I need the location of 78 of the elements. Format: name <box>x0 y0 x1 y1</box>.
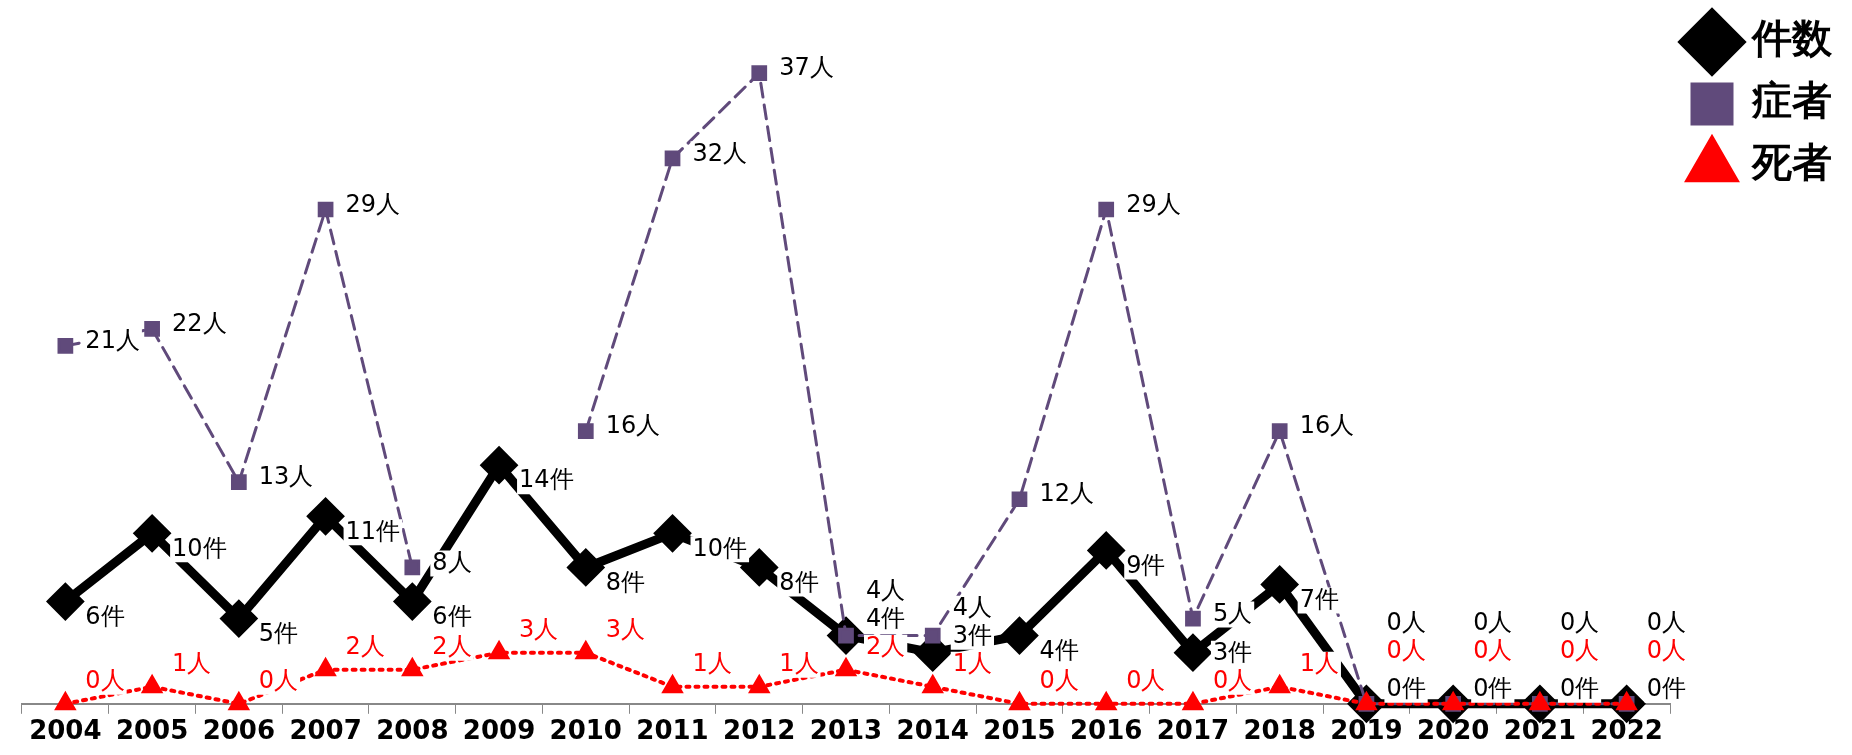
data-label: 0人 <box>85 666 125 695</box>
data-label: 3件 <box>952 620 993 649</box>
x-tick-label: 2004 <box>29 715 102 746</box>
data-label: 6件 <box>85 601 125 630</box>
x-tick-label: 2011 <box>636 715 709 746</box>
data-label: 22人 <box>172 309 227 338</box>
data-label: 0人 <box>258 666 299 695</box>
x-tick-label: 2020 <box>1416 715 1490 746</box>
data-label: 4人 <box>952 592 993 621</box>
data-label: 10件 <box>172 533 227 562</box>
data-label: 16人 <box>1299 411 1355 440</box>
x-tick-label: 2012 <box>723 715 796 746</box>
data-label: 0人 <box>1646 608 1686 637</box>
data-label: 3人 <box>605 614 646 643</box>
x-tick-label: 2005 <box>115 715 189 746</box>
data-label: 21人 <box>85 326 140 355</box>
data-label: 0人 <box>1646 636 1686 665</box>
data-label: 13人 <box>258 462 314 491</box>
data-label: 0人 <box>1126 666 1166 695</box>
data-label: 37人 <box>779 53 834 82</box>
x-tick-label: 2019 <box>1330 715 1403 746</box>
data-label: 3件 <box>1212 638 1253 667</box>
legend-label: 症者 <box>1751 77 1832 124</box>
legend-label: 死者 <box>1751 139 1832 186</box>
x-tick-label: 2021 <box>1503 715 1577 746</box>
x-tick-label: 2010 <box>549 715 622 746</box>
data-label: 8件 <box>779 567 819 596</box>
data-label: 0人 <box>1473 608 1513 637</box>
data-label: 0人 <box>1386 608 1426 637</box>
data-label: 2人 <box>345 631 385 660</box>
data-label: 4件 <box>866 603 906 632</box>
data-label: 5人 <box>1212 598 1253 627</box>
data-label: 0件 <box>1386 674 1426 703</box>
data-label: 3人 <box>519 614 559 643</box>
x-tick-label: 2009 <box>462 715 536 746</box>
data-label: 0件 <box>1559 674 1600 703</box>
data-label: 2人 <box>866 631 906 660</box>
data-label: 14件 <box>519 465 574 494</box>
data-label: 5件 <box>258 618 299 647</box>
legend-label: 件数 <box>1750 15 1833 62</box>
x-tick-label: 2016 <box>1070 715 1143 746</box>
x-tick-label: 2007 <box>289 715 362 746</box>
data-label: 0人 <box>1386 636 1426 665</box>
data-label: 0人 <box>1559 636 1600 665</box>
data-label: 0人 <box>1212 666 1253 695</box>
data-label: 0人 <box>1559 608 1600 637</box>
data-label: 0人 <box>1473 636 1513 665</box>
data-label: 29人 <box>345 189 401 218</box>
data-label: 8人 <box>432 547 472 576</box>
x-tick-label: 2013 <box>809 715 883 746</box>
data-label: 32人 <box>692 138 748 167</box>
data-label: 29人 <box>1126 189 1181 218</box>
data-label: 1人 <box>779 648 819 677</box>
data-label: 1人 <box>1299 648 1339 677</box>
x-tick-label: 2017 <box>1156 715 1230 746</box>
data-label: 2人 <box>432 631 472 660</box>
x-tick-label: 2006 <box>202 715 276 746</box>
data-label: 0件 <box>1646 674 1686 703</box>
data-label: 12人 <box>1039 479 1095 508</box>
data-label: 0人 <box>1039 666 1079 695</box>
data-label: 11件 <box>345 516 401 545</box>
data-label: 16人 <box>605 411 661 440</box>
data-label: 4件 <box>1039 635 1079 664</box>
data-label: 8件 <box>605 567 646 596</box>
data-label: 1人 <box>692 648 732 677</box>
x-tick-label: 2008 <box>376 715 449 746</box>
x-tick-label: 2018 <box>1243 715 1316 746</box>
x-tick-label: 2015 <box>983 715 1056 746</box>
data-label: 1人 <box>952 648 993 677</box>
data-label: 6件 <box>432 601 472 630</box>
x-tick-label: 2022 <box>1590 715 1663 746</box>
x-tick-label: 2014 <box>896 715 969 746</box>
data-label: 10件 <box>692 533 748 562</box>
data-label: 0件 <box>1473 674 1513 703</box>
data-label: 9件 <box>1126 550 1166 579</box>
data-label: 1人 <box>172 648 212 677</box>
data-label: 7件 <box>1299 584 1339 613</box>
data-label: 4人 <box>866 575 906 604</box>
